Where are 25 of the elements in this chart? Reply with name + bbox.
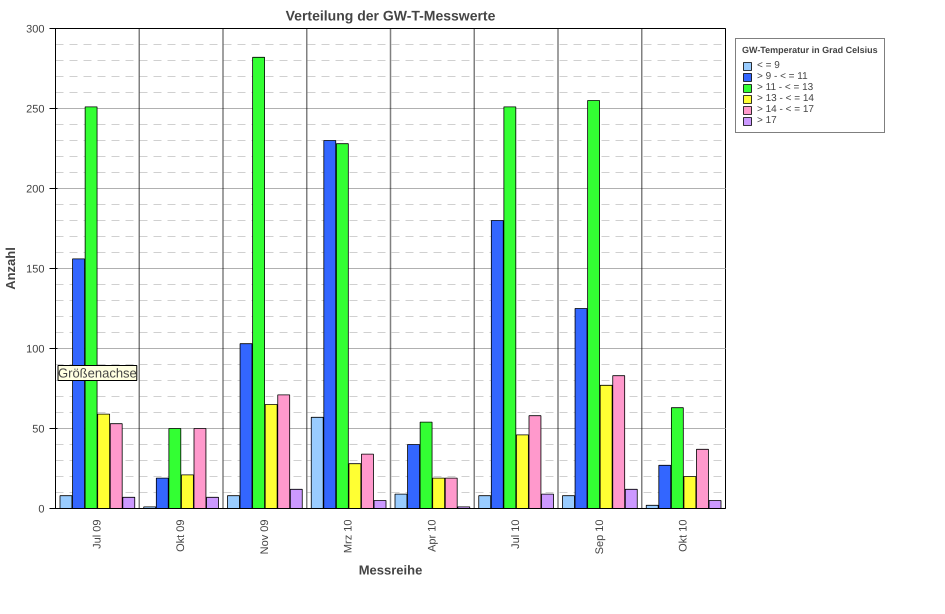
x-tick-label: Sep 10 [594,519,606,554]
y-tick-label: 300 [26,24,45,36]
legend-label: < = 9 [757,60,780,71]
x-tick-label: Okt 10 [678,520,690,552]
legend-title: GW-Temperatur in Grad Celsius [742,45,878,55]
x-axis-title: Messreihe [358,562,422,578]
legend-label: > 11 - < = 13 [757,82,814,93]
y-axis-title: Anzahl [3,247,18,290]
legend-label: > 17 [757,115,777,126]
y-tick-label: 200 [26,184,45,196]
x-tick-label: Apr 10 [426,519,438,552]
x-tick-label: Nov 09 [258,519,271,554]
y-tick-label: 0 [38,504,45,516]
legend-label: > 9 - < = 11 [757,71,808,82]
y-tick-label: 100 [26,344,45,356]
chart-title: Verteilung der GW-T-Messwerte [286,8,496,24]
x-tick-label: Jul 10 [510,519,522,549]
x-tick-label: Jul 09 [91,519,104,549]
legend-label: > 14 - < = 17 [757,104,814,115]
y-tick-label: 150 [26,264,45,276]
y-tick-label: 250 [26,104,45,116]
y-tick-label: 50 [32,424,45,436]
x-tick-label: Okt 09 [175,519,188,552]
x-tick-label: Mrz 10 [342,519,355,554]
legend-label: > 13 - < = 14 [757,93,814,104]
